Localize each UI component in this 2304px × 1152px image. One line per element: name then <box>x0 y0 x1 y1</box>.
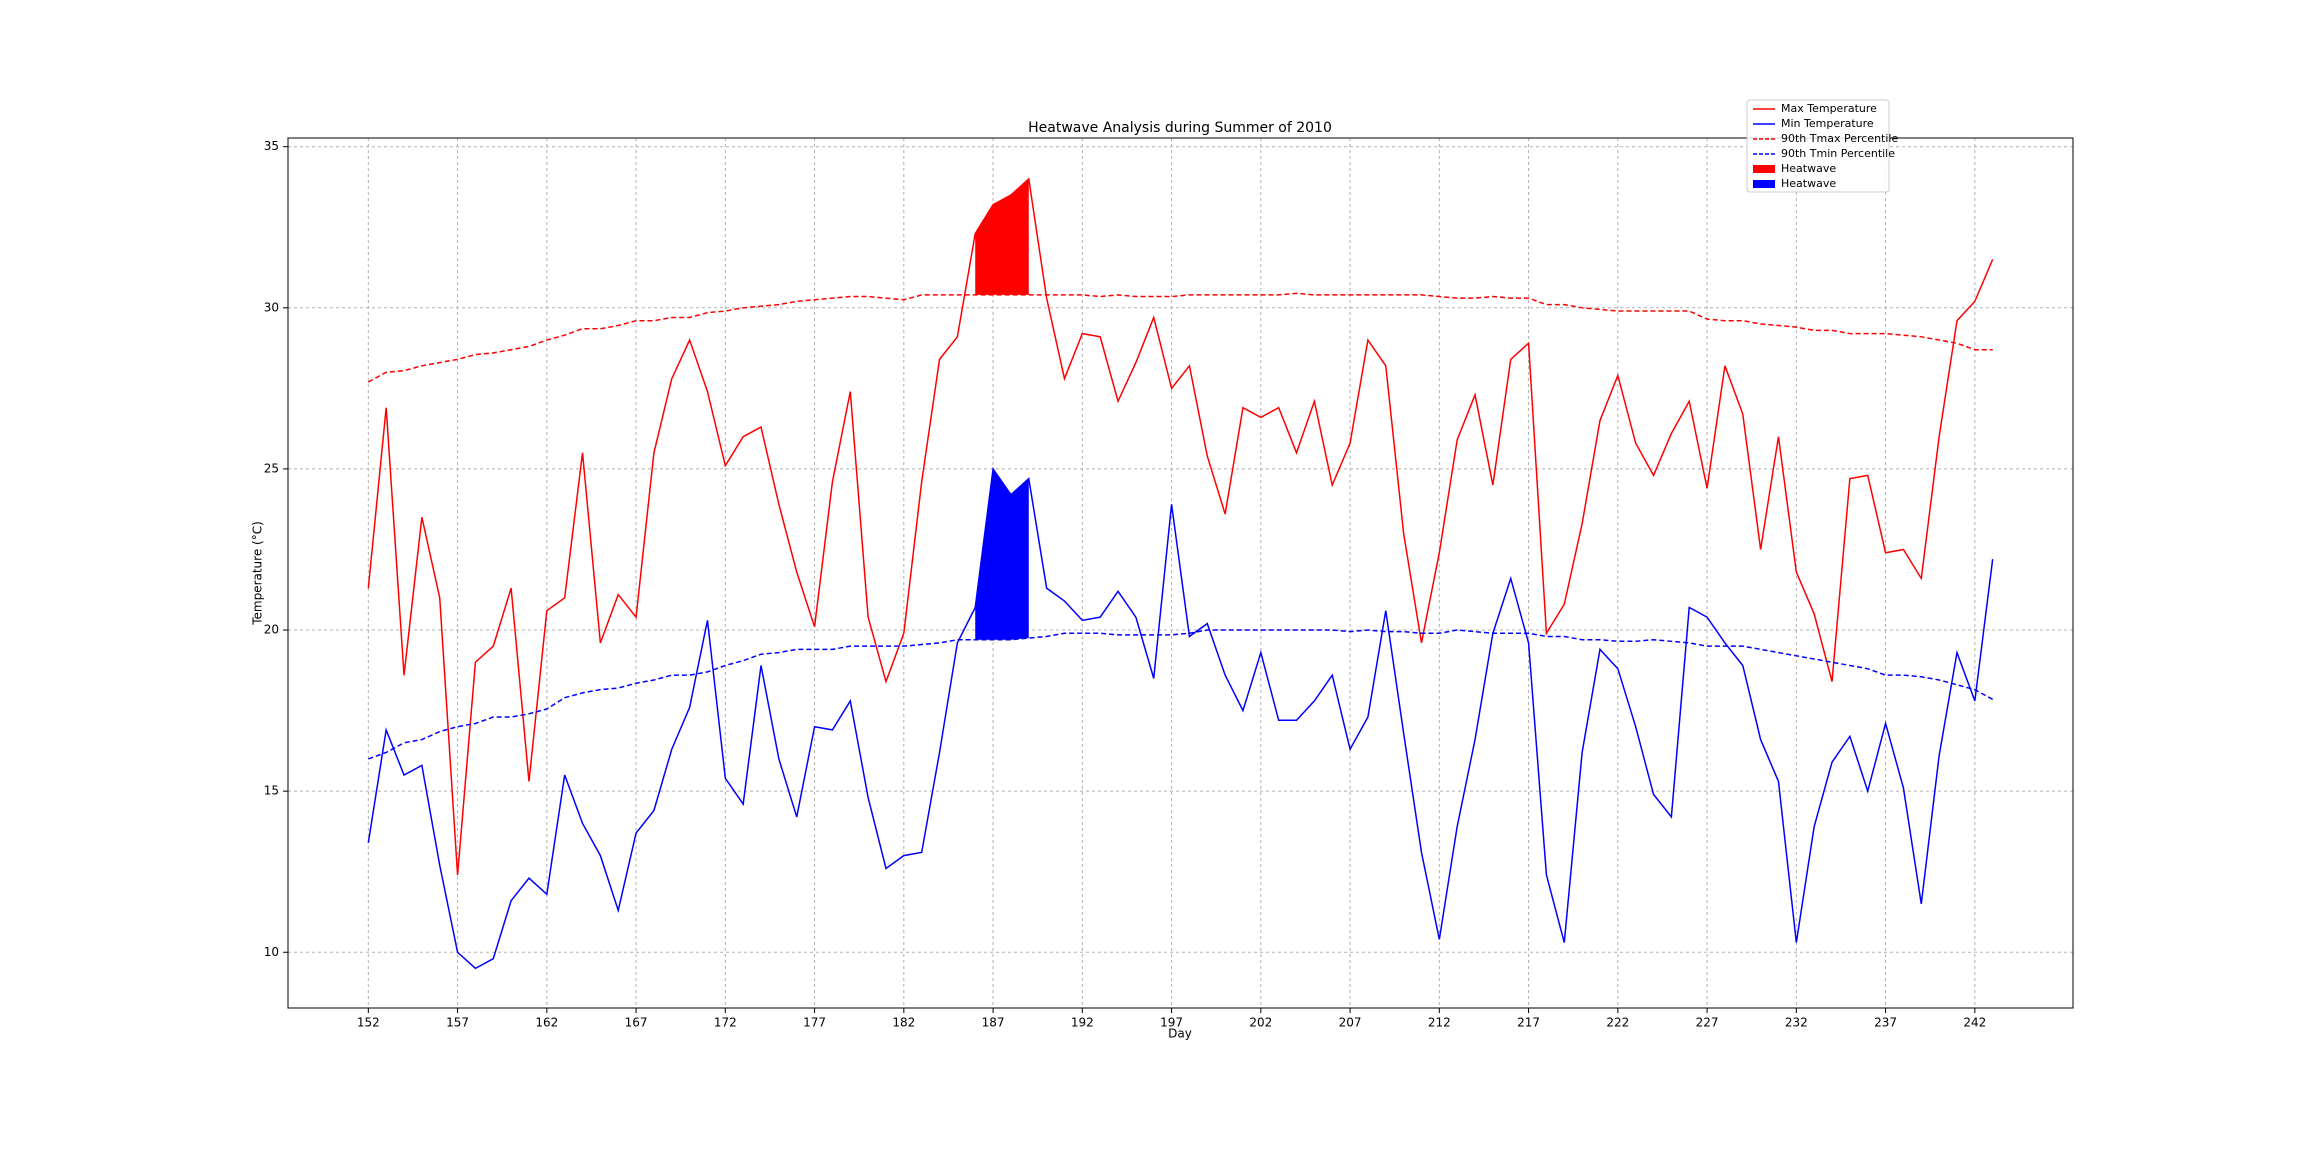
series-line <box>368 629 1994 760</box>
legend-label: Heatwave <box>1781 177 1836 190</box>
x-tick-label: 182 <box>892 1016 915 1030</box>
x-tick-label: 167 <box>625 1016 648 1030</box>
x-tick-label: 172 <box>714 1016 737 1030</box>
y-tick-label: 35 <box>264 139 279 153</box>
legend-label: Max Temperature <box>1781 102 1877 115</box>
x-tick-label: 192 <box>1071 1016 1094 1030</box>
heatwave-area <box>975 178 1029 295</box>
y-tick-label: 15 <box>264 784 279 798</box>
x-tick-label: 207 <box>1339 1016 1362 1030</box>
x-tick-label: 187 <box>982 1016 1005 1030</box>
y-tick-label: 10 <box>264 945 279 959</box>
x-tick-label: 227 <box>1696 1016 1719 1030</box>
legend-label: 90th Tmin Percentile <box>1781 147 1895 160</box>
legend-label: Heatwave <box>1781 162 1836 175</box>
y-axis-label: Temperature (°C) <box>251 521 265 626</box>
series-line <box>367 177 1994 875</box>
x-tick-label: 152 <box>357 1016 380 1030</box>
x-tick-label: 197 <box>1160 1016 1183 1030</box>
chart-title: Heatwave Analysis during Summer of 2010 <box>1028 120 1332 136</box>
x-tick-label: 177 <box>803 1016 826 1030</box>
series-line <box>367 292 1993 383</box>
x-tick-label: 232 <box>1785 1016 1808 1030</box>
x-axis-label: Day <box>1168 1027 1192 1041</box>
legend-label: Min Temperature <box>1781 117 1874 130</box>
x-tick-label: 217 <box>1517 1016 1540 1030</box>
x-tick-label: 242 <box>1963 1016 1986 1030</box>
legend-swatch <box>1753 165 1775 173</box>
y-tick-label: 25 <box>264 461 279 475</box>
x-tick-label: 202 <box>1249 1016 1272 1030</box>
x-tick-label: 237 <box>1874 1016 1897 1030</box>
legend-swatch <box>1753 180 1775 188</box>
series-line <box>367 466 1994 970</box>
x-tick-label: 222 <box>1606 1016 1629 1030</box>
heatwave-area <box>975 468 1029 640</box>
x-tick-label: 212 <box>1428 1016 1451 1030</box>
legend-label: 90th Tmax Percentile <box>1781 132 1898 145</box>
y-tick-label: 20 <box>264 623 279 637</box>
x-tick-label: 157 <box>446 1016 469 1030</box>
x-tick-label: 162 <box>535 1016 558 1030</box>
legend-box <box>1746 99 1890 193</box>
legend: Max Temperature Min Temperature 90th Tmax … <box>1746 99 1898 193</box>
plot-frame <box>287 137 2074 1009</box>
y-tick-label: 30 <box>264 300 279 314</box>
